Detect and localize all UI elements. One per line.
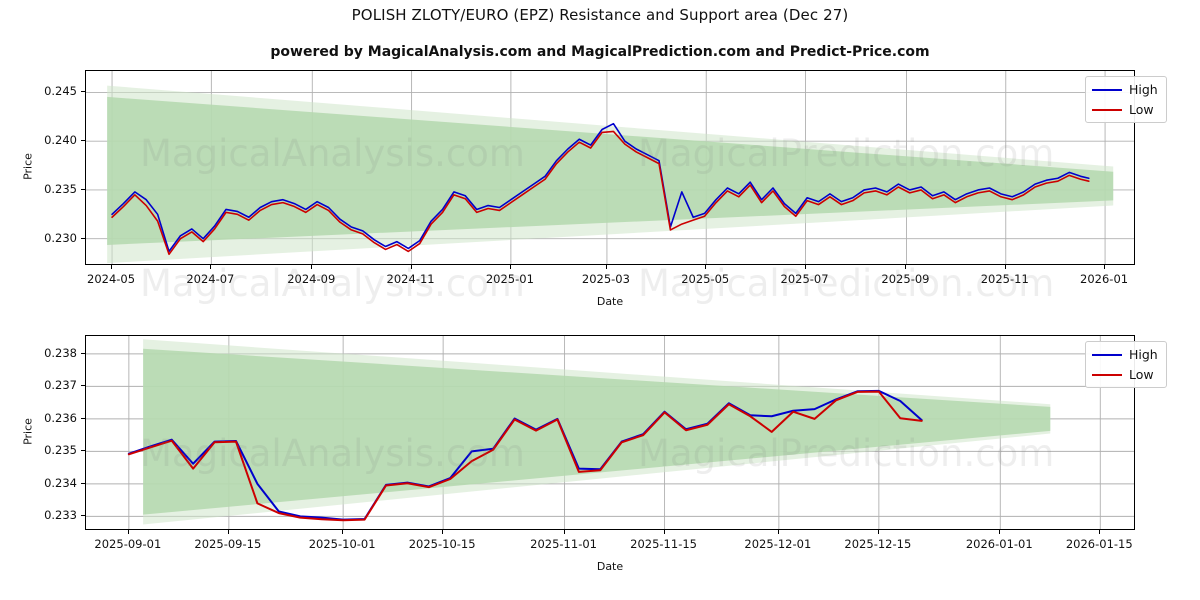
y-tick-label: 0.238 — [44, 345, 77, 360]
x-tick-mark — [442, 530, 444, 534]
y-tick-label: 0.234 — [44, 475, 77, 490]
legend-label: High — [1129, 347, 1158, 362]
x-tick-label: 2024-07 — [186, 272, 235, 286]
y-tick-mark — [81, 140, 85, 142]
x-tick-label: 2025-07 — [780, 272, 829, 286]
x-tick-label: 2025-11-01 — [530, 537, 597, 551]
x-tick-label: 2024-11 — [386, 272, 435, 286]
bottom-x-axis-label: Date — [596, 560, 624, 573]
y-tick-label: 0.236 — [44, 410, 77, 425]
x-tick-mark — [1099, 530, 1101, 534]
legend-swatch-high-icon — [1092, 88, 1122, 91]
series-line-high — [111, 122, 1090, 253]
y-tick-mark — [81, 385, 85, 387]
top-legend: High Low — [1085, 76, 1167, 123]
x-tick-label: 2025-12-01 — [744, 537, 812, 551]
x-tick-mark — [210, 265, 212, 269]
y-tick-mark — [81, 417, 85, 419]
x-tick-label: 2025-03 — [581, 272, 630, 286]
y-tick-mark — [81, 188, 85, 190]
x-tick-label: 2025-09-01 — [94, 537, 162, 551]
x-tick-mark — [777, 530, 779, 534]
x-tick-mark — [999, 530, 1001, 534]
support-resistance-band-inner — [143, 348, 1051, 515]
top-chart-svg — [86, 71, 1134, 264]
legend-swatch-high-icon — [1092, 353, 1122, 356]
x-tick-mark — [605, 265, 607, 269]
legend-label: Low — [1129, 102, 1154, 117]
x-tick-mark — [905, 265, 907, 269]
y-tick-label: 0.233 — [44, 508, 77, 523]
legend-item-low[interactable]: Low — [1092, 102, 1158, 117]
x-tick-mark — [227, 530, 229, 534]
top-plot-area — [85, 70, 1135, 265]
support-resistance-band-inner — [107, 96, 1114, 245]
x-tick-label: 2025-09-15 — [194, 537, 262, 551]
legend-swatch-low-icon — [1092, 108, 1122, 111]
x-tick-mark — [311, 265, 313, 269]
x-tick-label: 2025-11 — [980, 272, 1029, 286]
x-tick-mark — [563, 530, 565, 534]
y-tick-label: 0.235 — [44, 181, 77, 196]
x-tick-mark — [663, 530, 665, 534]
y-tick-mark — [81, 237, 85, 239]
x-tick-label: 2024-05 — [87, 272, 136, 286]
bottom-plot-area — [85, 335, 1135, 530]
y-tick-label: 0.230 — [44, 230, 77, 245]
x-tick-label: 2025-10-01 — [308, 537, 376, 551]
page-title: POLISH ZLOTY/EURO (EPZ) Resistance and S… — [351, 6, 849, 24]
x-tick-mark — [1104, 265, 1106, 269]
top-chart-panel: Price Date 0.230 0.235 0.240 0.245 2024-05 20… — [22, 70, 1167, 308]
x-tick-label: 2025-10-15 — [408, 537, 476, 551]
x-tick-mark — [509, 265, 511, 269]
x-tick-label: 2025-11-15 — [630, 537, 697, 551]
y-tick-mark — [81, 352, 85, 354]
legend-swatch-low-icon — [1092, 373, 1122, 376]
y-tick-label: 0.237 — [44, 378, 77, 393]
bottom-chart-panel: Price Date 0.233 0.234 0.235 0.236 0.237 0.23… — [0, 320, 1200, 600]
x-tick-mark — [804, 265, 806, 269]
x-tick-mark — [705, 265, 707, 269]
x-tick-mark — [877, 530, 879, 534]
bottom-chart-svg — [86, 336, 1134, 529]
bottom-legend: High Low — [1085, 341, 1167, 388]
legend-item-low[interactable]: Low — [1092, 367, 1158, 382]
x-tick-label: 2025-01 — [485, 272, 534, 286]
x-tick-label: 2024-09 — [287, 272, 336, 286]
legend-label: Low — [1129, 367, 1154, 382]
legend-item-high[interactable]: High — [1092, 347, 1158, 362]
x-tick-mark — [1004, 265, 1006, 269]
x-tick-mark — [410, 265, 412, 269]
y-tick-mark — [81, 515, 85, 517]
legend-item-high[interactable]: High — [1092, 82, 1158, 97]
y-tick-mark — [81, 91, 85, 93]
series-line-low — [111, 130, 1090, 256]
y-tick-label: 0.245 — [44, 84, 77, 99]
y-tick-label: 0.240 — [44, 133, 77, 148]
x-tick-label: 2026-01 — [1080, 272, 1129, 286]
top-x-axis-label: Date — [596, 295, 624, 308]
x-tick-mark — [342, 530, 344, 534]
y-tick-label: 0.235 — [44, 443, 77, 458]
x-tick-label: 2025-09 — [881, 272, 930, 286]
legend-label: High — [1129, 82, 1158, 97]
y-tick-mark — [81, 482, 85, 484]
x-tick-label: 2026-01-01 — [965, 537, 1033, 551]
x-tick-label: 2026-01-15 — [1065, 537, 1133, 551]
x-tick-label: 2025-05 — [681, 272, 730, 286]
x-tick-mark — [127, 530, 129, 534]
x-tick-label: 2025-12-15 — [844, 537, 912, 551]
series-line-low — [127, 390, 923, 522]
x-tick-mark — [111, 265, 113, 269]
page-subtitle: powered by MagicalAnalysis.com and Magic… — [270, 44, 930, 60]
y-tick-mark — [81, 450, 85, 452]
